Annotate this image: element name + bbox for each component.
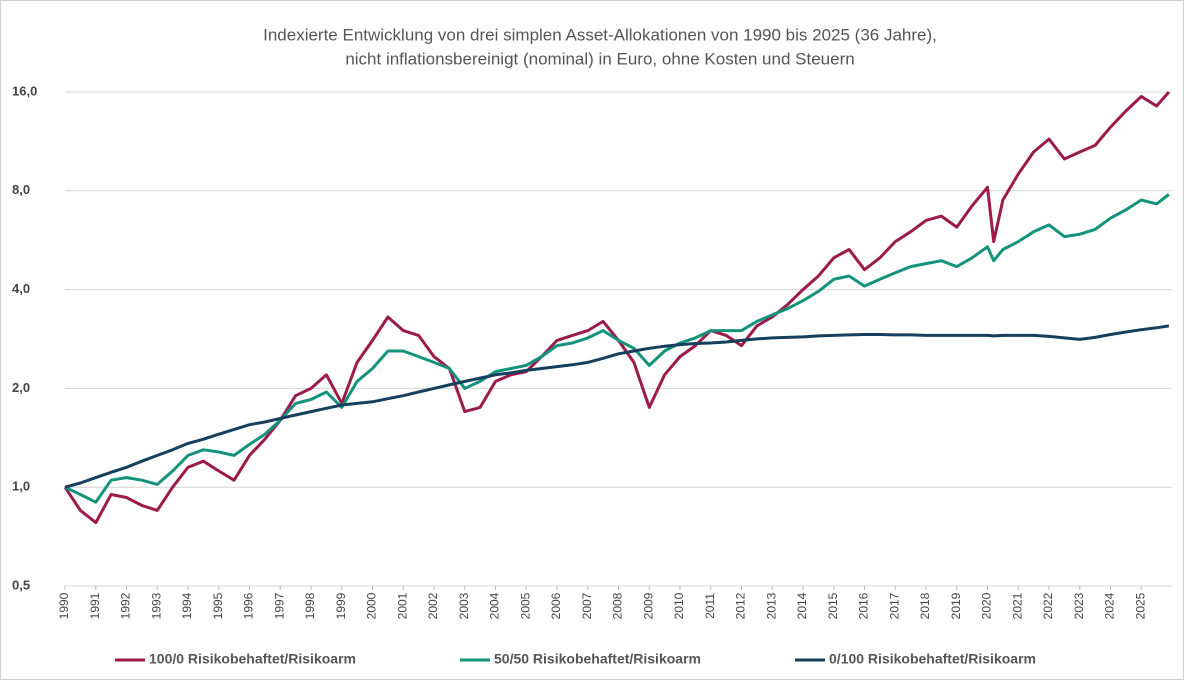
x-tick-label: 2024 xyxy=(1103,592,1117,619)
x-tick-label: 2000 xyxy=(365,592,379,619)
chart-title: Indexierte Entwicklung von drei simplen … xyxy=(263,25,937,44)
legend-label: 50/50 Risikobehaftet/Risikoarm xyxy=(494,651,701,667)
x-tick-label: 2016 xyxy=(857,592,871,619)
y-tick-label: 1,0 xyxy=(12,479,30,494)
x-tick-label: 2020 xyxy=(980,592,994,619)
x-tick-label: 2021 xyxy=(1010,592,1024,619)
x-tick-label: 2006 xyxy=(549,592,563,619)
x-tick-label: 1995 xyxy=(211,592,225,619)
series-line xyxy=(64,324,1170,489)
legend-label: 100/0 Risikobehaftet/Risikoarm xyxy=(149,651,356,667)
x-tick-label: 1994 xyxy=(180,592,194,619)
x-tick-label: 2023 xyxy=(1072,592,1086,619)
x-tick-label: 1997 xyxy=(272,592,286,619)
x-tick-label: 2013 xyxy=(764,592,778,619)
x-tick-label: 2005 xyxy=(518,592,532,619)
x-tick-label: 1999 xyxy=(334,592,348,619)
chart-title: nicht inflationsbereinigt (nominal) in E… xyxy=(345,49,854,68)
x-tick-label: 2012 xyxy=(734,592,748,619)
x-tick-label: 2015 xyxy=(826,592,840,619)
y-tick-label: 4,0 xyxy=(12,281,30,296)
series-line xyxy=(64,193,1170,504)
x-tick-label: 2008 xyxy=(611,592,625,619)
x-tick-label: 2004 xyxy=(488,592,502,619)
x-tick-label: 2010 xyxy=(672,592,686,619)
x-tick-label: 2014 xyxy=(795,592,809,619)
x-tick-label: 2011 xyxy=(703,593,717,619)
legend-label: 0/100 Risikobehaftet/Risikoarm xyxy=(829,651,1036,667)
x-tick-label: 2007 xyxy=(580,592,594,619)
x-tick-label: 2022 xyxy=(1041,592,1055,619)
x-tick-label: 1991 xyxy=(88,592,102,619)
x-tick-label: 2019 xyxy=(949,592,963,619)
x-tick-label: 2001 xyxy=(395,592,409,619)
y-tick-label: 2,0 xyxy=(12,380,30,395)
x-tick-label: 2002 xyxy=(426,592,440,619)
x-tick-label: 2009 xyxy=(641,592,655,619)
x-tick-label: 2003 xyxy=(457,592,471,619)
y-tick-label: 8,0 xyxy=(12,182,30,197)
x-tick-label: 1990 xyxy=(57,592,71,619)
x-tick-label: 1993 xyxy=(149,592,163,619)
y-tick-label: 16,0 xyxy=(12,83,37,98)
x-tick-label: 2025 xyxy=(1133,592,1147,619)
x-tick-label: 1996 xyxy=(242,592,256,619)
x-tick-label: 2017 xyxy=(887,592,901,619)
x-tick-label: 1992 xyxy=(119,592,133,619)
x-tick-label: 2018 xyxy=(918,592,932,619)
x-tick-label: 1998 xyxy=(303,592,317,619)
y-tick-label: 0,5 xyxy=(12,577,30,592)
